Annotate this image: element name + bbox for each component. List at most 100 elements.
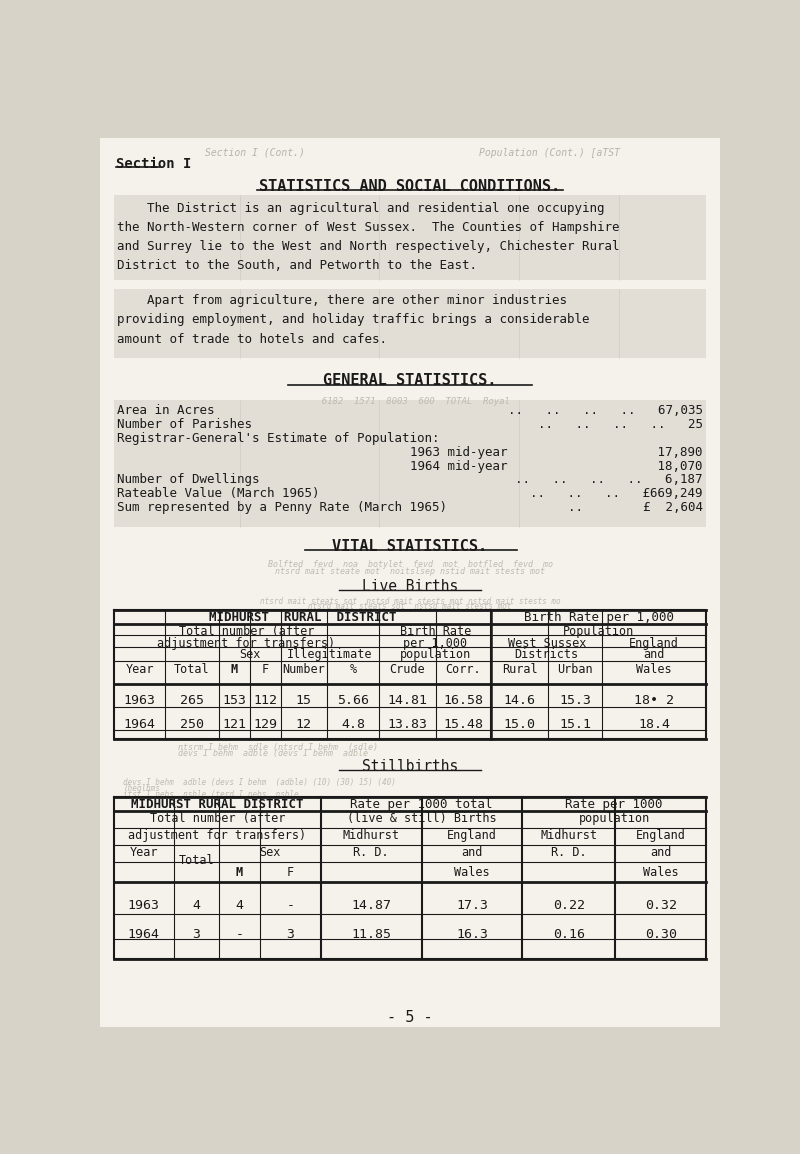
Text: STATISTICS AND SOCIAL CONDITIONS.: STATISTICS AND SOCIAL CONDITIONS.: [259, 179, 561, 194]
Text: Total number (after: Total number (after: [178, 625, 314, 638]
Text: Rate per 1000 total: Rate per 1000 total: [350, 799, 493, 811]
Text: and: and: [643, 649, 665, 661]
Text: 13.83: 13.83: [387, 718, 427, 730]
Text: 1964: 1964: [128, 928, 160, 941]
Text: Stillbirths: Stillbirths: [362, 759, 458, 774]
Text: population: population: [399, 649, 471, 661]
Text: Illegitimate: Illegitimate: [287, 649, 373, 661]
Text: Year: Year: [130, 846, 158, 859]
Text: Urban: Urban: [558, 662, 593, 676]
Text: Number: Number: [282, 662, 326, 676]
Text: -: -: [286, 899, 294, 913]
Text: Number of Parishes: Number of Parishes: [117, 418, 252, 430]
Text: ..   ..   ..   ..   67,035: .. .. .. .. 67,035: [508, 404, 703, 417]
Text: 14.81: 14.81: [387, 695, 427, 707]
Text: Bolfted  fevd  noa  botylet  fevd  mot  botfled  fevd  mo: Bolfted fevd noa botylet fevd mot botfle…: [267, 561, 553, 569]
Text: 16.58: 16.58: [443, 695, 483, 707]
Text: Crude: Crude: [390, 662, 425, 676]
Text: (live & still) Births: (live & still) Births: [347, 812, 497, 825]
Text: ..   ..   ..   ..   6,187: .. .. .. .. 6,187: [515, 473, 703, 487]
Text: Area in Acres: Area in Acres: [117, 404, 214, 417]
Text: 16.3: 16.3: [456, 928, 488, 941]
Text: Midhurst: Midhurst: [540, 830, 598, 842]
Text: 3: 3: [192, 928, 200, 941]
Text: 250: 250: [180, 718, 204, 730]
Text: Rural: Rural: [502, 662, 538, 676]
Text: ..   ..   ..   £669,249: .. .. .. £669,249: [530, 487, 703, 501]
Text: VITAL STATISTICS.: VITAL STATISTICS.: [333, 539, 487, 554]
Text: ..        £  2,604: .. £ 2,604: [568, 501, 703, 515]
Text: Rate per 1000: Rate per 1000: [566, 799, 663, 811]
Text: 112: 112: [253, 695, 277, 707]
Text: 14.87: 14.87: [351, 899, 391, 913]
Text: England: England: [629, 637, 679, 650]
Text: 12: 12: [296, 718, 312, 730]
Text: 265: 265: [180, 695, 204, 707]
Text: Total: Total: [178, 854, 214, 867]
Text: 121: 121: [222, 718, 246, 730]
Text: 15.0: 15.0: [504, 718, 536, 730]
Text: R. D.: R. D.: [551, 846, 586, 859]
Text: 4: 4: [235, 899, 243, 913]
Text: Live Births: Live Births: [362, 579, 458, 594]
Text: Birth Rate per 1,000: Birth Rate per 1,000: [524, 612, 674, 624]
Text: 153: 153: [222, 695, 246, 707]
Text: the North-Western corner of West Sussex.  The Counties of Hampshire: the North-Western corner of West Sussex.…: [117, 220, 619, 234]
Text: England: England: [447, 830, 497, 842]
Text: GENERAL STATISTICS.: GENERAL STATISTICS.: [323, 374, 497, 389]
Bar: [114, 288, 706, 358]
Text: F: F: [262, 662, 269, 676]
Text: population: population: [578, 812, 650, 825]
Text: 0.32: 0.32: [645, 899, 677, 913]
Text: 1963: 1963: [123, 695, 155, 707]
Text: %: %: [350, 662, 357, 676]
Text: per 1,000: per 1,000: [403, 637, 467, 650]
Text: Year: Year: [126, 662, 154, 676]
Text: 1963 mid-year                    17,890: 1963 mid-year 17,890: [410, 445, 703, 458]
Text: 15.1: 15.1: [559, 718, 591, 730]
Text: providing employment, and holiday traffic brings a considerable: providing employment, and holiday traffi…: [117, 313, 590, 327]
Bar: [114, 195, 706, 280]
Text: R. D.: R. D.: [354, 846, 389, 859]
Text: 15: 15: [296, 695, 312, 707]
Text: Districts: Districts: [514, 649, 579, 661]
Text: 18• 2: 18• 2: [634, 695, 674, 707]
Text: 5.66: 5.66: [337, 695, 369, 707]
Text: Wales: Wales: [643, 867, 678, 879]
Text: Population: Population: [563, 625, 634, 638]
Text: 18.4: 18.4: [638, 718, 670, 730]
Text: 4: 4: [192, 899, 200, 913]
Text: 129: 129: [253, 718, 277, 730]
Text: 14.6: 14.6: [504, 695, 536, 707]
Text: M: M: [236, 867, 243, 879]
Text: itst I nebs  nsble (terd I nebs  nsble: itst I nebs nsble (terd I nebs nsble: [123, 789, 299, 799]
Bar: [114, 400, 706, 527]
Text: Apart from agriculture, there are other minor industries: Apart from agriculture, there are other …: [117, 294, 567, 307]
Text: Sex: Sex: [259, 846, 281, 859]
Text: devs I behm  adble (devs I behm  (adble) (10) (30) 15) (40): devs I behm adble (devs I behm (adble) (…: [123, 778, 396, 787]
Text: Sex: Sex: [239, 649, 260, 661]
Text: Section I (Cont.): Section I (Cont.): [205, 148, 305, 158]
Text: District to the South, and Petworth to the East.: District to the South, and Petworth to t…: [117, 260, 477, 272]
Text: 15.48: 15.48: [443, 718, 483, 730]
Text: ntsrd mait steate mot  noitslsep nstid mait stests mot: ntsrd mait steate mot noitslsep nstid ma…: [275, 568, 545, 576]
Text: adjustment for transfers): adjustment for transfers): [128, 830, 306, 842]
Text: ..   ..   ..   ..   25: .. .. .. .. 25: [538, 418, 703, 430]
Text: and: and: [650, 846, 671, 859]
Text: Sum represented by a Penny Rate (March 1965): Sum represented by a Penny Rate (March 1…: [117, 501, 447, 515]
Text: Registrar-General's Estimate of Population:: Registrar-General's Estimate of Populati…: [117, 432, 439, 444]
Text: 15.3: 15.3: [559, 695, 591, 707]
Text: (heglbms: (heglbms: [123, 784, 160, 793]
Text: 0.30: 0.30: [645, 928, 677, 941]
Text: The District is an agricultural and residential one occupying: The District is an agricultural and resi…: [117, 202, 605, 215]
Text: Corr.: Corr.: [446, 662, 482, 676]
Text: 11.85: 11.85: [351, 928, 391, 941]
Text: 4.8: 4.8: [341, 718, 365, 730]
Text: Rateable Value (March 1965): Rateable Value (March 1965): [117, 487, 319, 501]
Text: 1964 mid-year                    18,070: 1964 mid-year 18,070: [410, 459, 703, 473]
Text: adjustment for transfers): adjustment for transfers): [158, 637, 335, 650]
Text: ntsrd mait steats sot  nstsd mait stests mot: ntsrd mait steats sot nstsd mait stests …: [308, 602, 512, 610]
Text: devs I behm  adble (devs I behm  adble: devs I behm adble (devs I behm adble: [178, 749, 367, 758]
Text: - 5 -: - 5 -: [387, 1010, 433, 1025]
Text: and: and: [462, 846, 482, 859]
